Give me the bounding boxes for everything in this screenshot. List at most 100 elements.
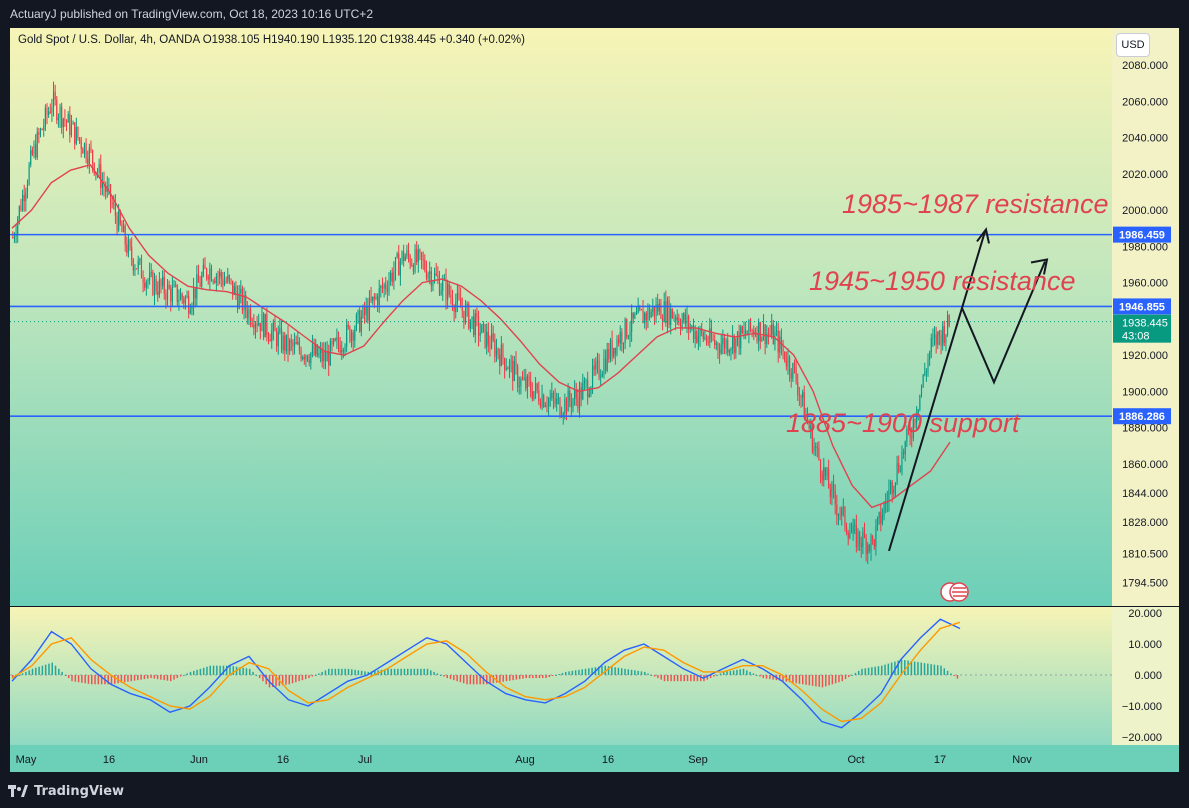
candle-body [88, 147, 90, 164]
candle-body [246, 309, 248, 319]
candle-body [320, 349, 322, 353]
price-tick-label: 1920.000 [1122, 350, 1168, 362]
candle-body [565, 398, 568, 412]
osc-histogram-bar [38, 666, 40, 675]
osc-histogram-bar [18, 675, 21, 676]
candle-body [232, 280, 234, 295]
candle-body [517, 366, 519, 387]
candle-body [114, 203, 116, 217]
level-price-tag [1113, 298, 1171, 315]
osc-histogram-bar [802, 675, 804, 685]
osc-histogram-bar [686, 675, 689, 682]
osc-histogram-bar [680, 675, 682, 682]
osc-tick-label: 0.000 [1134, 670, 1162, 682]
candle-body [201, 275, 203, 287]
candle-body [406, 250, 408, 257]
time-tick-label: Sep [688, 754, 708, 766]
osc-histogram-bar [150, 675, 152, 679]
osc-histogram-bar [709, 675, 712, 679]
candle-body [880, 512, 882, 524]
osc-histogram-bar [930, 664, 932, 675]
projection-arrowhead-1 [976, 227, 990, 244]
candle-body [616, 339, 618, 355]
currency-button[interactable]: USD [1116, 33, 1150, 57]
osc-histogram-bar [834, 675, 837, 684]
osc-histogram-bar [515, 675, 518, 680]
candle-body [223, 281, 226, 286]
candle-body [642, 309, 644, 324]
annotation-text[interactable]: 1885~1900 support [786, 408, 1021, 438]
candle-body [251, 323, 253, 325]
candle-body [518, 386, 520, 388]
osc-histogram-bar [400, 668, 402, 675]
candle-body [769, 334, 771, 336]
candle-body [650, 311, 652, 318]
osc-histogram-bar [588, 668, 590, 675]
candle-body [448, 283, 450, 296]
candle-body [326, 351, 328, 362]
candle-body [554, 398, 556, 404]
candle-body [315, 344, 317, 355]
osc-histogram-bar [357, 670, 360, 675]
osc-histogram-bar [249, 668, 251, 675]
candle-body [917, 409, 919, 416]
candle-body [355, 314, 357, 330]
candle-body [28, 164, 30, 184]
candle-body [797, 381, 799, 395]
osc-histogram-bar [699, 675, 702, 682]
osc-histogram-bar [179, 675, 182, 677]
candle-body [870, 535, 872, 551]
candle-body [644, 313, 646, 324]
candle-body [792, 363, 794, 379]
candle-body [451, 297, 454, 308]
candle-body [863, 531, 866, 538]
candle-body [603, 358, 605, 375]
candle-body [149, 272, 151, 281]
last-price-tag [1113, 314, 1171, 343]
price-axis: 2080.000 2060.000 2040.000 2020.000 2000.000… [1122, 60, 1168, 590]
annotation-text[interactable]: 1985~1987 resistance [842, 189, 1108, 219]
candle-body [404, 256, 406, 261]
osc-histogram-bar [41, 665, 44, 675]
publisher-bar: ActuaryJ published on TradingView.com, O… [0, 0, 1189, 28]
osc-histogram-bar [512, 675, 514, 681]
candle-body [162, 276, 164, 286]
osc-histogram-bar [683, 675, 685, 682]
candle-body [87, 158, 89, 164]
candle-body [386, 288, 388, 292]
osc-histogram-bar [732, 670, 735, 675]
osc-histogram-bar [28, 670, 30, 675]
tradingview-logo[interactable]: TradingView [8, 784, 124, 799]
osc-histogram-bar [551, 675, 554, 677]
candle-body [173, 284, 175, 287]
candle-body [36, 132, 38, 158]
candle-body [352, 332, 354, 341]
candle-body [748, 319, 750, 335]
candle-body [196, 274, 198, 299]
candle-body [505, 368, 507, 370]
osc-histogram-bar [601, 666, 603, 675]
candle-body [745, 330, 747, 335]
osc-histogram-bar [762, 675, 764, 679]
osc-histogram-bar [12, 675, 14, 679]
candle-body [176, 284, 178, 302]
candle-body [35, 144, 37, 158]
osc-histogram-bar [795, 675, 797, 684]
candle-body [872, 535, 874, 540]
osc-histogram-bar [946, 670, 949, 675]
osc-histogram-bar [696, 675, 699, 682]
candle-body [662, 318, 664, 322]
osc-histogram-bar [364, 671, 366, 675]
us-flag-events-icon[interactable] [940, 582, 969, 602]
osc-histogram-bar [943, 668, 946, 675]
candle-body [323, 351, 325, 362]
candle-body [12, 237, 14, 239]
osc-histogram-bar [44, 664, 47, 675]
candle-body [215, 276, 217, 283]
annotation-text[interactable]: 1945~1950 resistance [809, 266, 1075, 296]
osc-histogram-bar [295, 675, 297, 683]
candle-body [621, 331, 623, 344]
candles-layer [12, 81, 950, 565]
candle-body [675, 317, 677, 321]
